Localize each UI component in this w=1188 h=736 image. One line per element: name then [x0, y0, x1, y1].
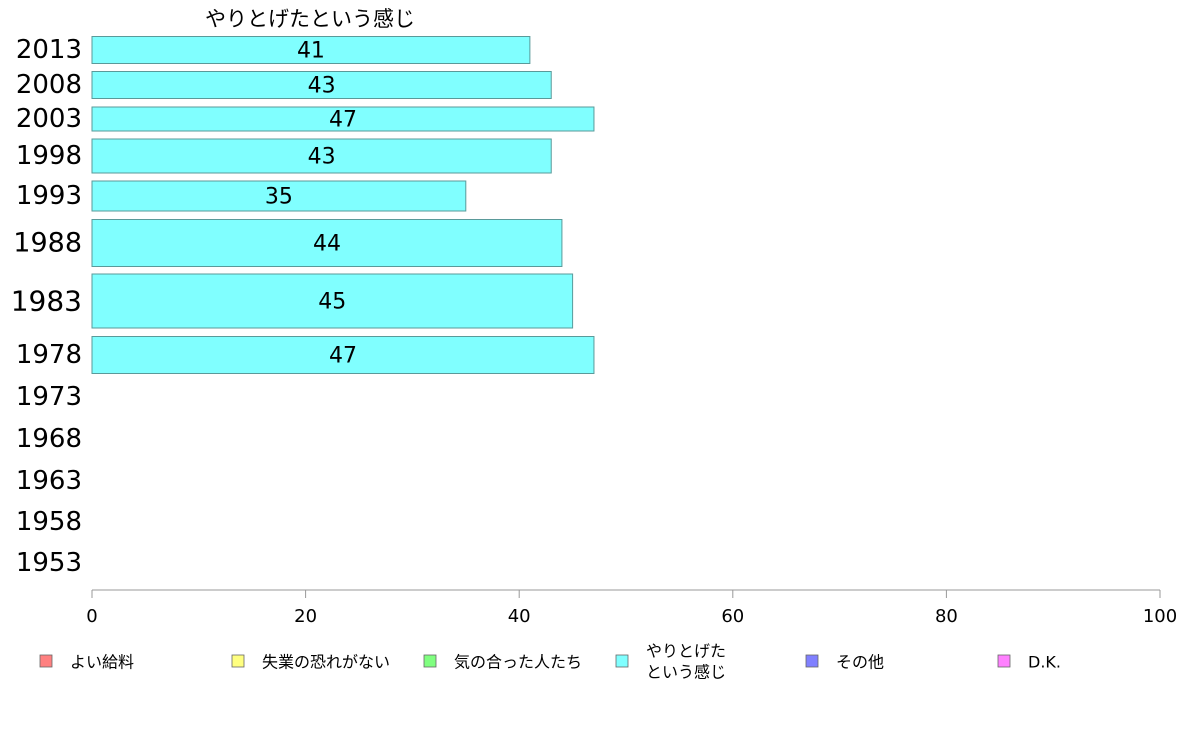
legend-label: 失業の恐れがない: [262, 653, 390, 672]
bar-value-label: 43: [308, 145, 336, 170]
legend-label: D.K.: [1028, 653, 1061, 672]
series-title: やりとげたという感じ: [205, 7, 415, 31]
legend-swatch: [423, 654, 437, 668]
legend-swatch: [805, 654, 819, 668]
x-tick-label: 80: [935, 606, 958, 627]
y-tick-label: 1978: [16, 340, 82, 370]
bar: [91, 336, 595, 374]
legend-label: やりとげた: [646, 642, 726, 661]
bar-value-label: 47: [329, 108, 357, 133]
legend-swatch: [39, 654, 53, 668]
bar-value-label: 45: [318, 290, 346, 315]
legend-swatch: [615, 654, 629, 668]
bar: [91, 273, 574, 329]
legend-label: よい給料: [70, 653, 134, 672]
y-tick-label: 1983: [11, 285, 82, 318]
x-axis: 0 20 40 60 80 100: [86, 589, 1177, 627]
x-tick-label: 100: [1143, 606, 1177, 627]
x-tick-label: 40: [508, 606, 531, 627]
legend-swatch: [997, 654, 1011, 668]
y-tick-label: 1973: [16, 382, 82, 412]
y-tick-label: 2013: [16, 35, 82, 65]
legend-label: という感じ: [646, 663, 726, 682]
bar: [91, 36, 531, 64]
legend-label: その他: [836, 653, 884, 672]
x-tick-label: 0: [86, 606, 97, 627]
y-tick-label: 1968: [16, 424, 82, 454]
legend-label: 気の合った人たち: [454, 653, 582, 672]
bar: [91, 106, 595, 132]
y-tick-label: 1993: [16, 181, 82, 211]
bar-value-label: 35: [265, 185, 293, 210]
bar-value-label: 47: [329, 344, 357, 369]
bar: [91, 219, 563, 267]
x-tick-label: 20: [294, 606, 317, 627]
x-tick-label: 60: [721, 606, 744, 627]
y-axis-labels: 2013 2008 2003 1998 1993 1988 1983 1978 1973 1968…: [11, 35, 82, 578]
y-tick-label: 2003: [16, 104, 82, 134]
bars-group: 41 43 47 43 35 44 45 47: [91, 36, 595, 374]
y-tick-label: 1998: [16, 141, 82, 171]
bar: [91, 138, 552, 174]
bar-value-label: 41: [297, 39, 325, 64]
y-tick-label: 1988: [13, 228, 82, 259]
legend: よい給料 失業の恐れがない 気の合った人たち やりとげたという感じ その他 D.K.: [39, 642, 1061, 682]
bar: [91, 180, 467, 212]
bar-value-label: 43: [308, 74, 336, 99]
y-tick-label: 1953: [16, 548, 82, 578]
y-tick-label: 2008: [16, 70, 82, 100]
y-tick-label: 1963: [16, 466, 82, 496]
bar-value-label: 44: [313, 232, 341, 257]
bar: [91, 71, 552, 99]
y-tick-label: 1958: [16, 507, 82, 537]
legend-swatch: [231, 654, 245, 668]
